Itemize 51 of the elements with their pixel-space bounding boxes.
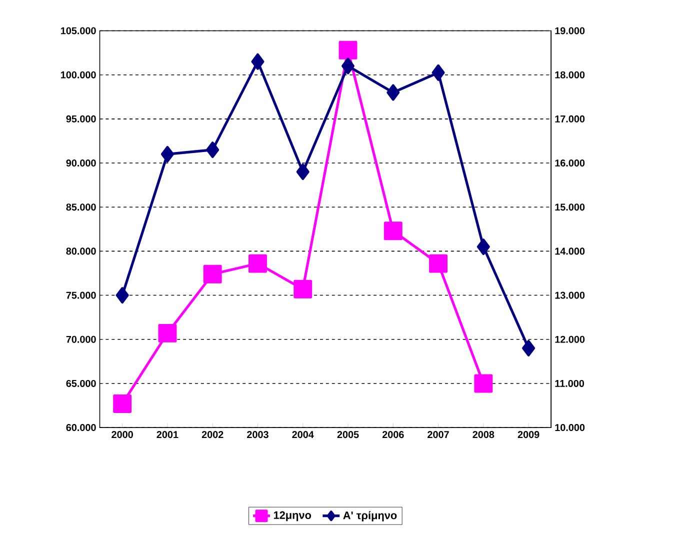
point (384, 222, 402, 240)
point (113, 394, 132, 414)
point (342, 58, 355, 74)
x-tick-label: 2005 (337, 431, 359, 438)
point (251, 54, 264, 70)
y-tick-label: 90.000 (66, 160, 96, 167)
point (386, 84, 400, 101)
point (474, 374, 493, 393)
y-tick-label: 95.000 (66, 116, 96, 123)
legend-label: 12μηνο (274, 511, 312, 522)
y2-tick-label: 12.000 (555, 336, 585, 344)
x-tick-label: 2007 (428, 431, 449, 438)
point (248, 254, 267, 273)
point (206, 142, 220, 158)
y-tick-label: 75.000 (66, 292, 96, 299)
x-tick-label: 2000 (112, 431, 133, 438)
x-tick-label: 2003 (247, 431, 268, 438)
y2-tick-label: 18.000 (555, 72, 585, 79)
x-tick-label: 2004 (292, 431, 314, 438)
y2-tick-label: 10.000 (555, 424, 585, 432)
point (522, 340, 536, 357)
point (476, 238, 490, 256)
x-tick-label: 2008 (472, 431, 494, 438)
y-tick-label: 60.000 (66, 424, 96, 432)
x-tick-label: 2001 (156, 431, 178, 438)
x-tick-label: 2009 (518, 431, 540, 438)
y-tick-label: 65.000 (66, 380, 96, 388)
point (160, 146, 174, 163)
point (158, 324, 177, 343)
y2-tick-label: 19.000 (555, 27, 585, 34)
point (116, 287, 129, 304)
x-tick-label: 2002 (202, 431, 224, 438)
y2-tick-label: 11.000 (555, 380, 584, 388)
y2-tick-label: 15.000 (555, 204, 585, 211)
y-tick-label: 80.000 (66, 248, 96, 255)
y2-tick-label: 16.000 (555, 160, 585, 167)
y2-tick-label: 17.000 (555, 116, 585, 123)
y-tick-label: 105.000 (61, 27, 96, 34)
y-tick-label: 85.000 (66, 204, 96, 211)
point (429, 254, 448, 273)
y-tick-label: 100.000 (61, 72, 96, 79)
y2-tick-label: 13.000 (555, 292, 585, 299)
x-tick-label: 2006 (382, 431, 404, 438)
y2-tick-label: 14.000 (555, 248, 585, 255)
point (294, 280, 312, 299)
point (296, 164, 310, 180)
point (432, 64, 445, 82)
y-tick-label: 70.000 (66, 336, 96, 344)
point (338, 41, 358, 60)
legend-label: Α' τρίμηνο (343, 511, 397, 522)
point (203, 265, 222, 284)
